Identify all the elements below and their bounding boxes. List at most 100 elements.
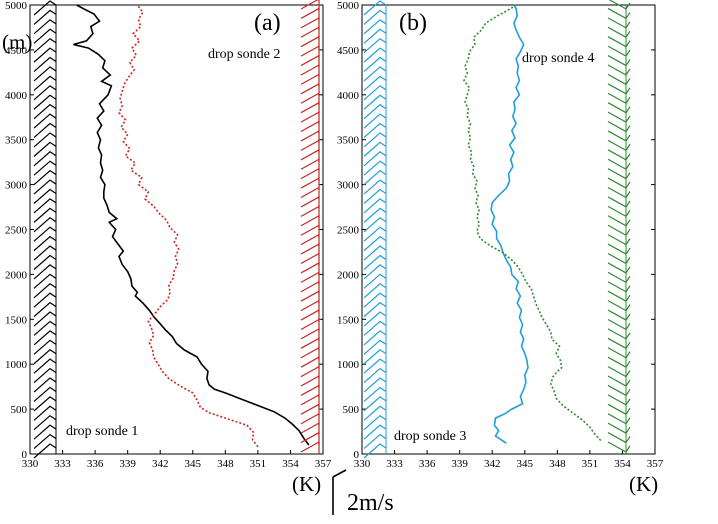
wind-barb xyxy=(607,366,631,378)
wind-barb xyxy=(33,377,57,393)
wind-barb xyxy=(300,356,320,370)
y-tick-label: 500 xyxy=(11,404,28,416)
wind-barb xyxy=(300,299,320,313)
wind-barb xyxy=(363,85,387,101)
wind-barb xyxy=(363,56,387,73)
x-tick-label: 336 xyxy=(87,458,104,470)
wind-barb xyxy=(33,433,57,450)
x-tick-label: 354 xyxy=(614,458,631,470)
wind-barb xyxy=(300,327,320,341)
x-tick-label: 351 xyxy=(250,458,267,470)
wind-barb xyxy=(607,309,631,321)
wind-barb xyxy=(300,139,320,153)
wind-barb xyxy=(363,424,387,440)
x-tick-label: 357 xyxy=(647,458,664,470)
y-tick-label: 2500 xyxy=(337,225,360,237)
series-line-drop-sonde-4 xyxy=(463,4,602,442)
wind-barb xyxy=(33,56,57,73)
panel-frame xyxy=(29,4,324,455)
wind-barb xyxy=(300,440,320,454)
wind-barb xyxy=(607,224,631,237)
x-tick-label: 333 xyxy=(386,458,403,470)
wind-barb xyxy=(607,26,631,39)
wind-barb xyxy=(33,264,57,280)
x-unit-label-b: (K) xyxy=(629,472,658,496)
wind-barb xyxy=(363,0,387,16)
y-tick-label: 0 xyxy=(22,449,28,461)
wind-barb xyxy=(363,188,387,204)
wind-barb xyxy=(607,432,631,444)
y-tick-label: 4000 xyxy=(337,90,360,102)
wind-barb xyxy=(300,205,320,219)
x-tick-label: 348 xyxy=(217,458,234,470)
wind-barb xyxy=(363,273,387,289)
wind-barb xyxy=(363,254,387,270)
wind-barb xyxy=(607,149,631,161)
wind-barb xyxy=(607,262,631,274)
y-tick-label: 5000 xyxy=(337,0,360,12)
wind-barb xyxy=(33,37,57,54)
wind-barb xyxy=(607,17,631,29)
wind-scale-reference: 2m/s xyxy=(332,469,394,516)
wind-barb xyxy=(607,92,631,105)
wind-barb xyxy=(607,328,631,340)
y-tick-label: 2500 xyxy=(5,225,28,237)
y-tick-label: 4500 xyxy=(337,45,360,57)
wind-barb xyxy=(33,217,57,233)
wind-barb xyxy=(33,198,57,214)
x-tick-label: 345 xyxy=(185,458,202,470)
y-tick-label: 500 xyxy=(343,404,360,416)
wind-barb xyxy=(300,393,320,407)
wind-barb xyxy=(363,386,387,402)
wind-barb xyxy=(33,367,57,384)
wind-barb xyxy=(300,224,320,238)
panel-a: 330 333 336 339 342 345 348 351 354 357 0 500 1000 15… xyxy=(5,0,332,470)
x-tick-label: 357 xyxy=(315,458,332,470)
wind-barb xyxy=(363,245,387,261)
wind-barb xyxy=(33,188,57,204)
wind-barb xyxy=(607,347,631,359)
wind-barb xyxy=(607,83,631,95)
wind-barb xyxy=(363,301,387,318)
wind-barb xyxy=(363,358,387,374)
wind-scale-label: 2m/s xyxy=(347,490,394,516)
wind-barb xyxy=(33,9,57,25)
wind-barb xyxy=(33,283,57,299)
wind-barb xyxy=(607,102,631,114)
y-tick-label: 1000 xyxy=(5,359,28,371)
wind-barb xyxy=(300,412,320,426)
wind-barb xyxy=(363,264,387,280)
wind-barb xyxy=(33,169,57,186)
wind-barb xyxy=(300,92,320,106)
wind-barb xyxy=(300,111,320,125)
wind-barb xyxy=(300,45,320,59)
wind-barb xyxy=(363,348,387,365)
wind-barb xyxy=(607,290,631,302)
wind-barb xyxy=(300,26,320,40)
wind-barb xyxy=(33,292,57,308)
wind-barb xyxy=(607,186,631,199)
wind-barb xyxy=(363,414,387,431)
wind-barb xyxy=(33,443,57,459)
wind-barb xyxy=(607,271,631,284)
wind-barb xyxy=(363,330,387,346)
x-tick-label: 330 xyxy=(22,458,39,470)
wind-barb xyxy=(33,358,57,374)
wind-barb xyxy=(363,169,387,186)
wind-barb xyxy=(33,75,57,91)
wind-barb xyxy=(363,113,387,129)
wind-barb xyxy=(300,375,320,389)
y-tick-label: 3500 xyxy=(337,135,360,147)
wind-barb xyxy=(300,73,320,87)
wind-barb xyxy=(33,113,57,129)
wind-barb xyxy=(607,403,631,416)
wind-barb-column xyxy=(363,0,387,459)
wind-barb xyxy=(33,414,57,431)
wind-barb xyxy=(607,45,631,57)
wind-barb xyxy=(300,233,320,247)
wind-barb xyxy=(607,413,631,425)
wind-barb-column xyxy=(607,0,631,454)
panel-a-label: (a) xyxy=(254,10,281,36)
drop-sonde-1-label: drop sonde 1 xyxy=(66,424,138,439)
wind-barb xyxy=(33,386,57,402)
